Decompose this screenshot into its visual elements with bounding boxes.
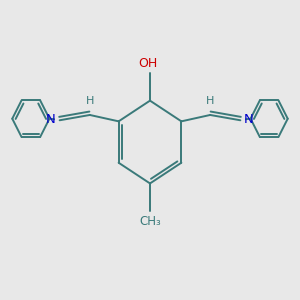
Text: H: H xyxy=(206,96,214,106)
Text: OH: OH xyxy=(139,57,158,70)
Text: H: H xyxy=(85,96,94,106)
Text: N: N xyxy=(46,113,56,126)
Text: CH₃: CH₃ xyxy=(139,215,161,228)
Text: N: N xyxy=(244,113,254,126)
